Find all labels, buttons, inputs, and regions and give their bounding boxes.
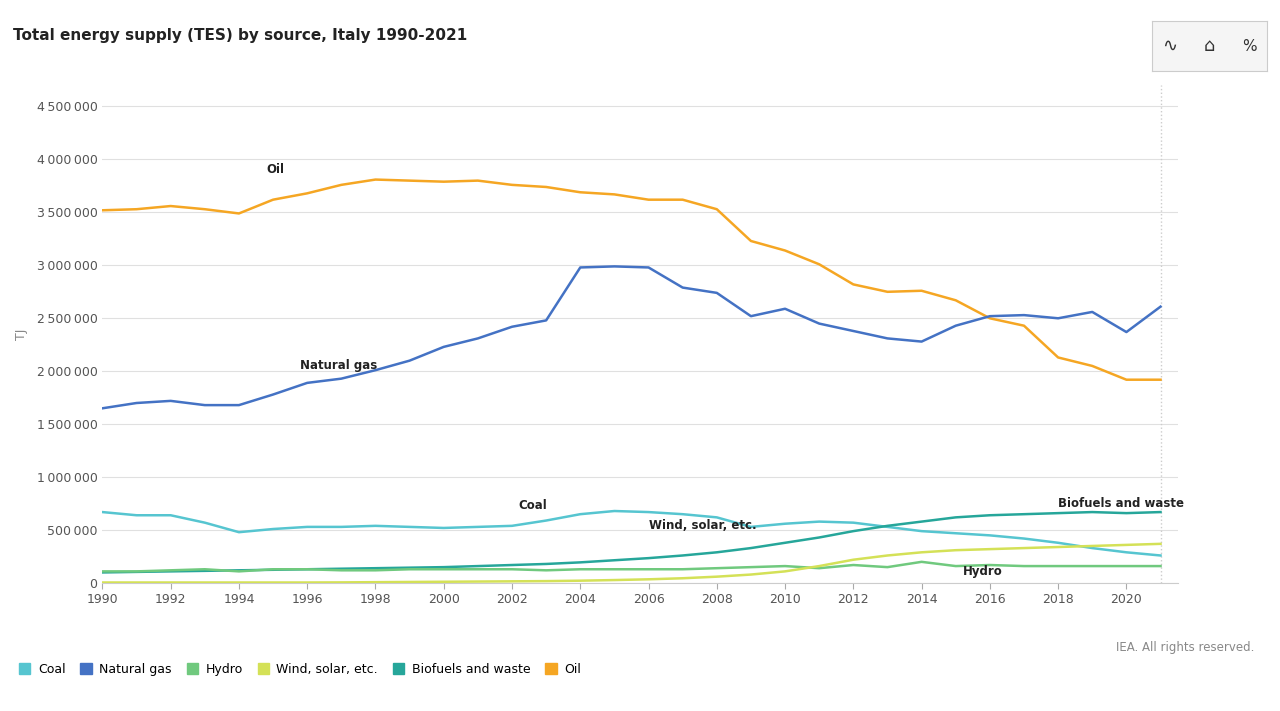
Text: Natural gas: Natural gas [301, 359, 378, 372]
Text: Biofuels and waste: Biofuels and waste [1059, 497, 1184, 510]
Text: %: % [1243, 38, 1257, 54]
Y-axis label: TJ: TJ [15, 328, 28, 340]
Text: Wind, solar, etc.: Wind, solar, etc. [649, 519, 756, 532]
Text: Hydro: Hydro [963, 565, 1002, 578]
Text: ∿: ∿ [1162, 37, 1176, 55]
Text: Total energy supply (TES) by source, Italy 1990-2021: Total energy supply (TES) by source, Ita… [13, 28, 467, 43]
Text: Coal: Coal [518, 499, 548, 513]
Text: IEA. All rights reserved.: IEA. All rights reserved. [1116, 641, 1254, 654]
Text: ⌂: ⌂ [1204, 37, 1215, 55]
Text: Oil: Oil [266, 164, 284, 176]
Legend: Coal, Natural gas, Hydro, Wind, solar, etc., Biofuels and waste, Oil: Coal, Natural gas, Hydro, Wind, solar, e… [19, 663, 581, 676]
